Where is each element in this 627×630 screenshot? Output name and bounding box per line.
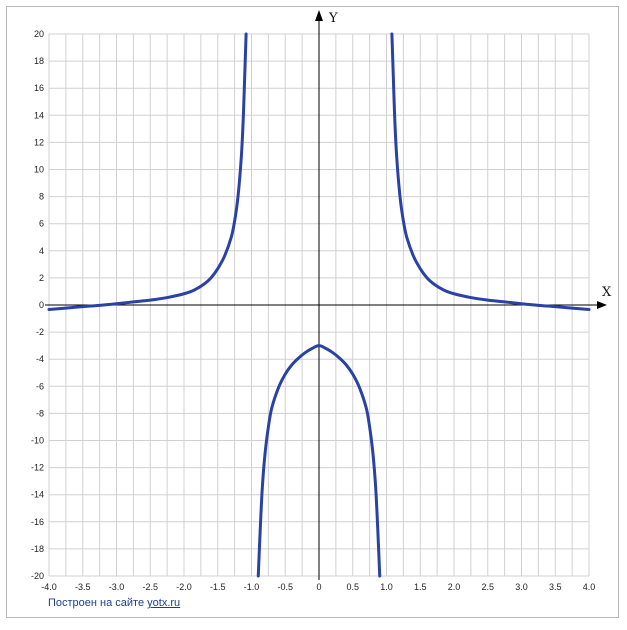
x-tick-label: -2.5 [142, 582, 158, 592]
x-axis-arrow-icon [597, 301, 607, 309]
y-tick-label: 14 [34, 110, 44, 120]
series-line-1 [47, 32, 248, 311]
x-tick-label: 1.0 [380, 582, 393, 592]
y-tick-label: -18 [31, 544, 44, 554]
y-tick-label: 0 [39, 300, 44, 310]
y-tick-label: 4 [39, 246, 44, 256]
y-tick-label: 2 [39, 273, 44, 283]
y-tick-label: -10 [31, 436, 44, 446]
y-tick-label: 10 [34, 165, 44, 175]
x-tick-label: 2.0 [448, 582, 461, 592]
x-tick-label: 2.5 [481, 582, 494, 592]
x-tick-label: 0 [316, 582, 321, 592]
y-tick-label: 12 [34, 137, 44, 147]
y-tick-label: 16 [34, 83, 44, 93]
y-tick-label: -4 [36, 354, 44, 364]
x-tick-label: -3.0 [109, 582, 125, 592]
y-tick-label: -12 [31, 463, 44, 473]
axes [45, 10, 607, 580]
y-axis-arrow-icon [315, 10, 323, 21]
x-tick-label: -1.5 [210, 582, 226, 592]
y-tick-label: -16 [31, 517, 44, 527]
x-tick-label: -1.0 [244, 582, 260, 592]
x-tick-label: 3.0 [515, 582, 528, 592]
y-tick-label: -8 [36, 408, 44, 418]
x-axis-label: X [602, 285, 612, 300]
y-tick-label: 6 [39, 219, 44, 229]
series-line-2 [390, 32, 591, 311]
chart-frame [6, 6, 619, 618]
footer-prefix: Построен на сайте [48, 597, 148, 609]
series-line-3 [256, 344, 382, 578]
x-tick-label: -2.0 [176, 582, 192, 592]
y-axis-label: Y [328, 11, 338, 26]
x-tick-label: 4.0 [583, 582, 596, 592]
y-tick-label: -2 [36, 327, 44, 337]
footer-credit: Построен на сайте yotx.ru [48, 597, 180, 609]
tick-labels: -4.0 -3.5 -3.0 -2.5 -2.0 -1.5 -1.0 -0.5 0 0.5 1.0 1… [31, 29, 595, 592]
footer-link[interactable]: yotx.ru [147, 597, 181, 609]
y-tick-label: -14 [31, 490, 44, 500]
x-tick-label: 3.5 [549, 582, 562, 592]
y-tick-label: 8 [39, 192, 44, 202]
x-tick-label: 0.5 [346, 582, 359, 592]
x-tick-label: 1.5 [414, 582, 427, 592]
y-tick-label: 20 [34, 29, 44, 39]
x-tick-label: -3.5 [75, 582, 91, 592]
y-tick-label: 18 [34, 56, 44, 66]
x-tick-label: -4.0 [41, 582, 57, 592]
y-tick-label: -6 [36, 381, 44, 391]
x-tick-label: -0.5 [277, 582, 293, 592]
series-curves [47, 32, 591, 578]
y-tick-label: -20 [31, 571, 44, 581]
